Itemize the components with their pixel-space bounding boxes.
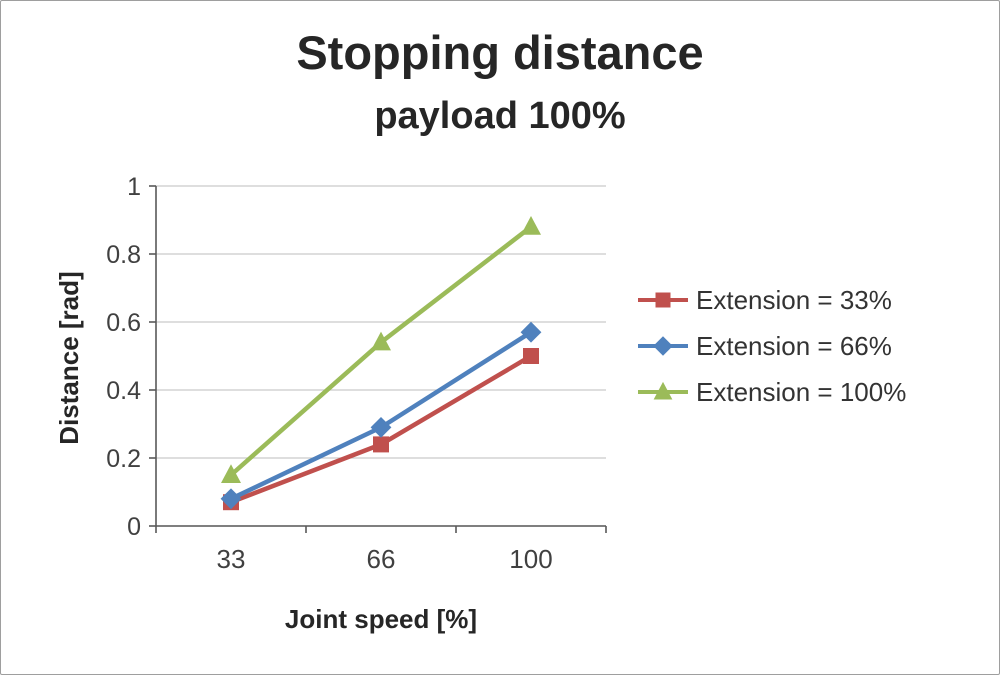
series-2-point-2: [521, 216, 541, 235]
legend-label: Extension = 33%: [696, 284, 892, 315]
legend-diamond-icon: [638, 336, 688, 356]
y-tick-label: 0.8: [106, 241, 141, 269]
x-tick-label: 100: [509, 544, 552, 574]
legend-item: Extension = 66%: [637, 323, 906, 369]
series-line-1: [230, 330, 533, 501]
series-2-point-0: [221, 464, 241, 483]
series-0-point-2: [523, 348, 539, 364]
legend-item: Extension = 33%: [637, 277, 906, 323]
legend-marker-0: [655, 292, 671, 308]
y-tick-label: 0.4: [106, 377, 141, 405]
y-tick-label: 0: [127, 513, 141, 541]
series-2-point-1: [371, 331, 391, 351]
x-axis-title: Joint speed [%]: [284, 604, 478, 634]
series-1-point-2: [520, 321, 542, 343]
series-0-point-1: [373, 436, 389, 453]
x-tick-label: 33: [217, 544, 246, 574]
series-1-point-0: [220, 488, 242, 510]
y-tick-label: 0.6: [106, 309, 141, 337]
chart-title: Stopping distance: [296, 26, 704, 79]
legend-triangle-icon: [638, 381, 688, 400]
y-tick-label: 1: [127, 173, 141, 201]
y-tick-label: 0.2: [106, 445, 141, 473]
legend-marker-2: [653, 381, 673, 400]
legend-square-icon: [638, 292, 688, 308]
legend-label: Extension = 100%: [696, 376, 907, 407]
legend-marker-1: [653, 336, 673, 356]
series-1-point-1: [370, 417, 392, 438]
legend-item: Extension = 100%: [637, 369, 906, 415]
chart-subtitle: payload 100%: [374, 95, 626, 137]
y-axis-title: Distance [rad]: [54, 271, 84, 445]
legend: Extension = 33% Extension = 66% Extension …: [637, 277, 906, 415]
plot-area: 0 0.2 0.4 0.6 0.8 1 33 66 100: [106, 173, 607, 574]
x-tick-label: 66: [367, 544, 396, 574]
legend-label: Extension = 66%: [696, 330, 892, 361]
